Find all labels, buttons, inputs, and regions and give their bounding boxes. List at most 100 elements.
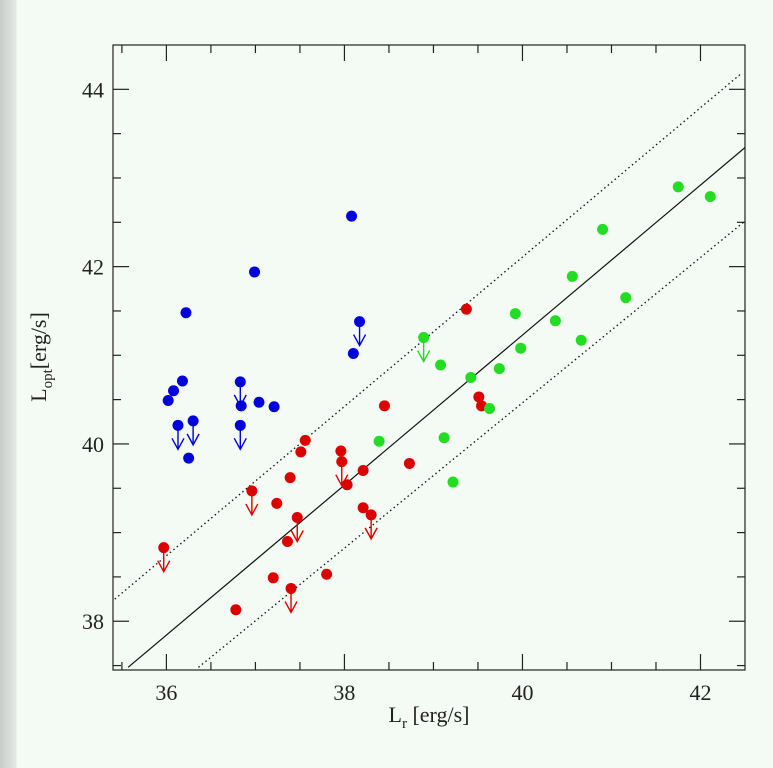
data-point bbox=[364, 509, 378, 541]
point-dot bbox=[346, 210, 358, 222]
point-dot bbox=[249, 266, 261, 278]
data-point bbox=[235, 400, 247, 412]
data-point bbox=[281, 535, 293, 547]
point-dot bbox=[168, 385, 180, 397]
y-tick-label: 42 bbox=[82, 255, 104, 280]
point-dot bbox=[575, 334, 587, 346]
relation-line bbox=[198, 220, 745, 668]
reference-lines bbox=[114, 72, 745, 668]
point-dot bbox=[357, 502, 369, 514]
x-axis-label: Lr [erg/s] bbox=[389, 702, 470, 732]
point-dot bbox=[515, 342, 527, 354]
y-tick-label: 38 bbox=[82, 609, 104, 634]
data-point bbox=[509, 308, 521, 320]
data-point bbox=[346, 210, 358, 222]
point-dot bbox=[341, 479, 353, 491]
data-point bbox=[233, 419, 247, 451]
point-dot bbox=[295, 446, 307, 458]
data-point bbox=[186, 415, 200, 447]
point-dot bbox=[438, 432, 450, 444]
relation-line bbox=[127, 146, 745, 668]
upper-limit-arrow bbox=[157, 547, 171, 574]
data-point bbox=[566, 270, 578, 282]
upper-limit-arrow bbox=[284, 588, 298, 614]
data-point bbox=[460, 303, 472, 315]
point-dot bbox=[180, 307, 192, 319]
data-point bbox=[253, 396, 265, 408]
data-point bbox=[245, 485, 259, 517]
data-point bbox=[290, 512, 304, 543]
data-point bbox=[271, 497, 283, 509]
data-point bbox=[403, 457, 415, 469]
data-point bbox=[549, 315, 561, 327]
data-point bbox=[347, 348, 359, 360]
data-point bbox=[465, 371, 477, 383]
data-point bbox=[335, 445, 347, 457]
data-point bbox=[473, 391, 485, 403]
data-point bbox=[373, 435, 385, 447]
x-label-unit: [erg/s] bbox=[407, 702, 470, 727]
y-label-sub: opt bbox=[40, 368, 56, 388]
data-point bbox=[357, 465, 369, 477]
point-dot bbox=[183, 452, 195, 464]
data-point bbox=[230, 604, 242, 616]
data-point bbox=[575, 334, 587, 346]
point-dot bbox=[162, 394, 174, 406]
data-point bbox=[171, 419, 185, 451]
y-tick-label: 40 bbox=[82, 432, 104, 457]
point-dot bbox=[253, 396, 265, 408]
upper-limit-arrow bbox=[364, 514, 378, 541]
data-point bbox=[176, 375, 188, 387]
relation-line bbox=[114, 72, 742, 600]
point-dot bbox=[566, 270, 578, 282]
data-point bbox=[352, 316, 367, 348]
point-dot bbox=[447, 476, 459, 488]
point-dot bbox=[435, 359, 447, 371]
point-dot bbox=[493, 363, 505, 375]
data-point bbox=[284, 472, 296, 484]
point-dot bbox=[268, 401, 280, 413]
upper-limit-arrow bbox=[417, 337, 431, 364]
data-point bbox=[620, 292, 632, 304]
data-point bbox=[157, 542, 171, 574]
point-dot bbox=[321, 568, 333, 580]
point-dot bbox=[271, 497, 283, 509]
data-point bbox=[484, 402, 496, 414]
upper-limit-arrow bbox=[186, 420, 200, 447]
data-point bbox=[438, 432, 450, 444]
upper-limit-arrow bbox=[245, 490, 259, 517]
point-dot bbox=[473, 391, 485, 403]
data-point bbox=[357, 502, 369, 514]
data-point bbox=[168, 385, 180, 397]
data-point bbox=[321, 568, 333, 580]
x-label-main: L bbox=[389, 702, 402, 727]
x-tick-label: 38 bbox=[333, 680, 355, 705]
data-point bbox=[378, 400, 390, 412]
data-point bbox=[341, 479, 353, 491]
data-point bbox=[299, 434, 311, 446]
upper-limit-arrow bbox=[290, 517, 304, 543]
data-point bbox=[180, 307, 192, 319]
point-dot bbox=[484, 402, 496, 414]
point-dot bbox=[176, 375, 188, 387]
x-tick-label: 40 bbox=[511, 680, 533, 705]
data-point bbox=[295, 446, 307, 458]
point-dot bbox=[378, 400, 390, 412]
data-point bbox=[267, 572, 279, 584]
point-dot bbox=[284, 472, 296, 484]
point-dot bbox=[704, 191, 716, 203]
data-point bbox=[597, 223, 609, 235]
point-dot bbox=[465, 371, 477, 383]
point-dot bbox=[235, 400, 247, 412]
data-point bbox=[672, 181, 684, 193]
plot-frame bbox=[112, 44, 746, 671]
point-dot bbox=[460, 303, 472, 315]
y-label-main: L bbox=[26, 388, 51, 401]
data-point bbox=[704, 191, 716, 203]
point-dot bbox=[597, 223, 609, 235]
x-tick-label: 42 bbox=[689, 680, 711, 705]
y-axis-label: Lopt[erg/s] bbox=[26, 312, 56, 402]
data-point bbox=[435, 359, 447, 371]
upper-limit-arrow bbox=[352, 321, 367, 348]
